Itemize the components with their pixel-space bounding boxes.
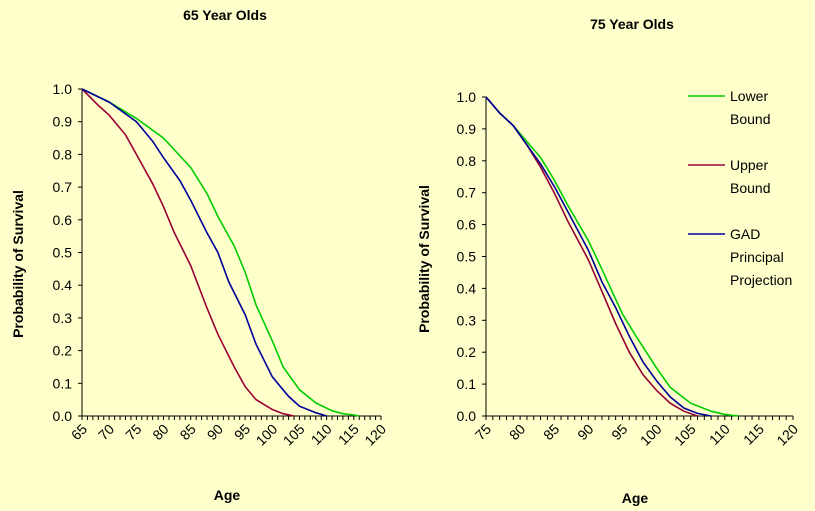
series-line-gad-principal-projection: [81, 88, 327, 417]
y-tick-label: 0.8: [53, 146, 73, 162]
y-tick-label: 0.3: [53, 310, 73, 326]
y-tick-label: 0.9: [457, 121, 477, 137]
y-tick-label: 0.7: [457, 185, 477, 201]
legend-label: Bound: [730, 180, 770, 196]
y-tick-label: 0.2: [53, 343, 73, 359]
y-tick-label: 0.6: [53, 212, 73, 228]
y-tick-label: 0.7: [53, 179, 73, 195]
y-tick-label: 0.1: [457, 376, 477, 392]
y-tick-label: 1.0: [457, 89, 477, 105]
x-axis-title: Age: [214, 487, 241, 503]
y-tick-label: 0.4: [457, 280, 477, 296]
y-tick-label: 1.0: [53, 81, 73, 97]
y-tick-label: 0.5: [53, 245, 73, 261]
legend-label: Lower: [730, 88, 768, 104]
series-line-lower-bound: [81, 88, 360, 417]
y-axis-title: Probability of Survival: [416, 185, 432, 333]
chart-title: 65 Year Olds: [183, 7, 267, 23]
series-line-lower-bound: [485, 96, 739, 417]
y-tick-label: 0.0: [53, 408, 73, 424]
legend-label: Bound: [730, 111, 770, 127]
legend-label: Projection: [730, 272, 792, 288]
series-line-gad-principal-projection: [485, 96, 712, 417]
x-axis-title: Age: [622, 490, 649, 506]
y-tick-label: 0.9: [53, 114, 73, 130]
y-tick-label: 0.1: [53, 375, 73, 391]
y-axis-title: Probability of Survival: [10, 190, 26, 338]
y-tick-label: 0.8: [457, 153, 477, 169]
legend-label: Upper: [730, 157, 768, 173]
legend: Lower Bound Upper Bound GAD Principal Projecti…: [688, 88, 792, 288]
chart-title: 75 Year Olds: [590, 16, 674, 32]
y-tick-label: 0.4: [53, 277, 73, 293]
y-tick-label: 0.6: [457, 217, 477, 233]
series-line-upper-bound: [81, 88, 295, 417]
legend-label: GAD: [730, 226, 760, 242]
y-tick-label: 0.5: [457, 249, 477, 265]
y-tick-label: 0.2: [457, 344, 477, 360]
legend-label: Principal: [730, 249, 784, 265]
y-tick-label: 0.3: [457, 312, 477, 328]
y-tick-label: 0.0: [457, 408, 477, 424]
